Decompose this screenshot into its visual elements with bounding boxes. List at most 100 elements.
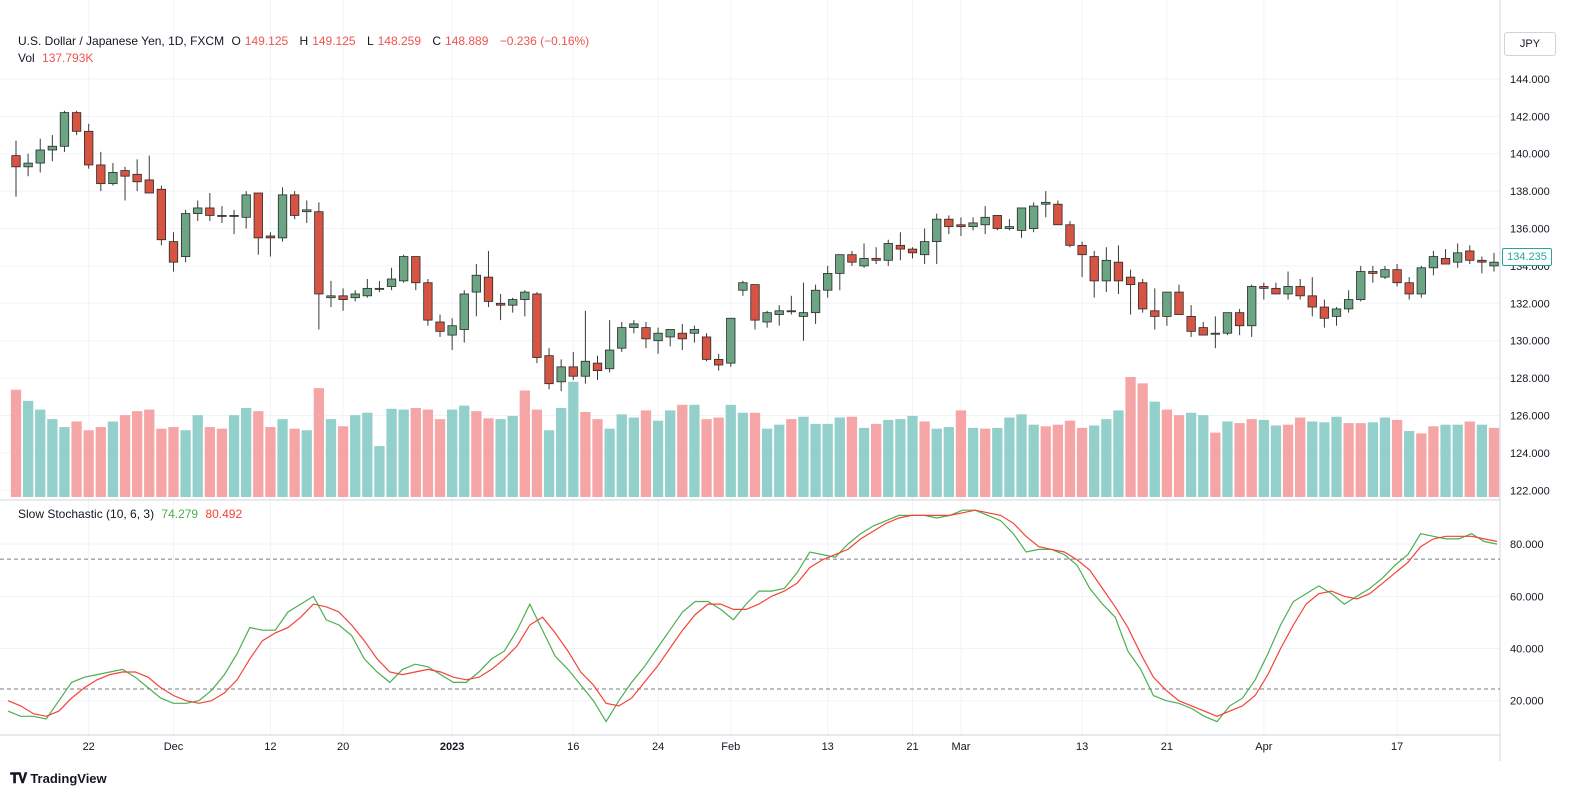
candle-body bbox=[871, 258, 881, 261]
volume-bar bbox=[180, 430, 191, 497]
candle-body bbox=[96, 164, 106, 185]
candle-body bbox=[810, 289, 821, 314]
volume-bar bbox=[592, 419, 603, 497]
volume-bar bbox=[119, 415, 131, 497]
price-tick-label: 128.000 bbox=[1510, 373, 1550, 385]
candle-body bbox=[1453, 252, 1463, 263]
currency-selector[interactable]: JPY bbox=[1504, 32, 1556, 56]
tradingview-brand[interactable]: 𝐓𝐕 TradingView bbox=[10, 770, 107, 787]
volume-bar bbox=[568, 381, 579, 497]
candle-body bbox=[629, 323, 639, 329]
candle-body bbox=[144, 179, 154, 194]
time-axis[interactable]: 22 Dec 12 20 2023 16 24 Feb 13 21 Mar 13 21 Apr 17 bbox=[83, 741, 1404, 753]
candle-body bbox=[992, 215, 1002, 229]
candle-body bbox=[35, 149, 45, 164]
volume-bar bbox=[761, 428, 773, 497]
volume-bar bbox=[301, 430, 312, 497]
price-tick-label: 130.000 bbox=[1510, 336, 1550, 348]
candle-body bbox=[714, 358, 724, 366]
candle-body bbox=[47, 145, 57, 151]
candle-body bbox=[762, 312, 772, 323]
price-candles bbox=[11, 110, 1499, 392]
candle-body bbox=[1162, 291, 1172, 317]
plot-background bbox=[0, 0, 1500, 761]
candle-body bbox=[1368, 271, 1378, 274]
volume-bar bbox=[1113, 410, 1124, 497]
close-value: C 148.889 bbox=[432, 34, 489, 48]
candle-body bbox=[544, 355, 554, 385]
candle-body bbox=[883, 243, 893, 261]
volume-bar bbox=[289, 428, 300, 497]
candle-body bbox=[1125, 276, 1136, 286]
candle-body bbox=[592, 362, 603, 372]
candle-body bbox=[956, 224, 966, 228]
candle-body bbox=[968, 222, 978, 228]
volume-bar bbox=[749, 412, 761, 497]
volume-label: Vol bbox=[18, 51, 35, 65]
symbol-title: U.S. Dollar / Japanese Yen, 1D, FXCM bbox=[18, 34, 225, 48]
stochastic-panel bbox=[0, 509, 1500, 723]
candle-body bbox=[1234, 312, 1245, 327]
volume-bar bbox=[725, 404, 736, 497]
stochastic-d-value: 80.492 bbox=[205, 507, 243, 521]
candle-body bbox=[919, 241, 930, 256]
candle-body bbox=[23, 162, 33, 168]
candle-body bbox=[1053, 203, 1063, 226]
candle-body bbox=[423, 282, 433, 321]
volume-bar bbox=[471, 411, 482, 497]
volume-bar bbox=[1173, 415, 1185, 497]
candle-body bbox=[1271, 287, 1281, 295]
volume-bar bbox=[919, 421, 930, 497]
price-axis[interactable]: 144.000142.000140.000138.000136.000134.0… bbox=[1510, 74, 1550, 708]
candle-body bbox=[774, 310, 784, 315]
volume-bar bbox=[822, 423, 833, 497]
time-tick-label: 22 bbox=[83, 741, 95, 753]
candle-body bbox=[1016, 207, 1027, 231]
candle-body bbox=[1198, 327, 1208, 336]
volume-bar bbox=[495, 419, 506, 497]
candle-body bbox=[399, 256, 409, 282]
volume-bar bbox=[1149, 401, 1160, 497]
volume-bar bbox=[1125, 377, 1136, 497]
candle-body bbox=[580, 360, 591, 377]
candle-body bbox=[604, 349, 615, 370]
candle-body bbox=[1089, 256, 1099, 282]
candle-body bbox=[1343, 299, 1354, 310]
volume-bar bbox=[1452, 424, 1463, 497]
stochastic-legend: Slow Stochastic (10, 6, 3) 74.279 80.492 bbox=[18, 507, 246, 521]
volume-bar bbox=[1137, 383, 1148, 497]
candle-body bbox=[471, 274, 482, 293]
volume-bar bbox=[71, 421, 82, 497]
volume-legend: Vol 137.793K bbox=[18, 51, 97, 65]
last-price-label: 134.235 bbox=[1502, 248, 1552, 266]
volume-bar bbox=[834, 417, 845, 497]
stochastic-tick-label: 40.000 bbox=[1510, 644, 1544, 656]
volume-bar bbox=[204, 427, 215, 497]
time-tick-label: 21 bbox=[1161, 741, 1173, 753]
candle-body bbox=[568, 366, 578, 377]
candle-body bbox=[362, 287, 372, 297]
stochastic-tick-label: 20.000 bbox=[1510, 696, 1544, 708]
volume-bar bbox=[1295, 417, 1306, 497]
volume-bar bbox=[883, 419, 894, 497]
candle-body bbox=[217, 215, 227, 217]
candle-body bbox=[180, 213, 191, 257]
volume-bar bbox=[689, 404, 700, 497]
volume-bar bbox=[446, 409, 458, 497]
time-tick-label: 12 bbox=[264, 741, 276, 753]
candle-body bbox=[944, 218, 954, 228]
volume-bar bbox=[1040, 426, 1051, 497]
candle-body bbox=[556, 366, 566, 383]
volume-bar bbox=[1464, 421, 1475, 497]
volume-bar bbox=[398, 409, 409, 497]
candle-body bbox=[689, 329, 700, 334]
volume-bar bbox=[531, 409, 543, 497]
candle-body bbox=[59, 112, 70, 147]
volume-bar bbox=[931, 428, 942, 497]
candle-body bbox=[520, 291, 530, 300]
volume-value: 137.793K bbox=[42, 51, 94, 65]
candle-body bbox=[1283, 286, 1293, 295]
volume-bar bbox=[156, 428, 167, 497]
volume-bar bbox=[1319, 422, 1330, 497]
